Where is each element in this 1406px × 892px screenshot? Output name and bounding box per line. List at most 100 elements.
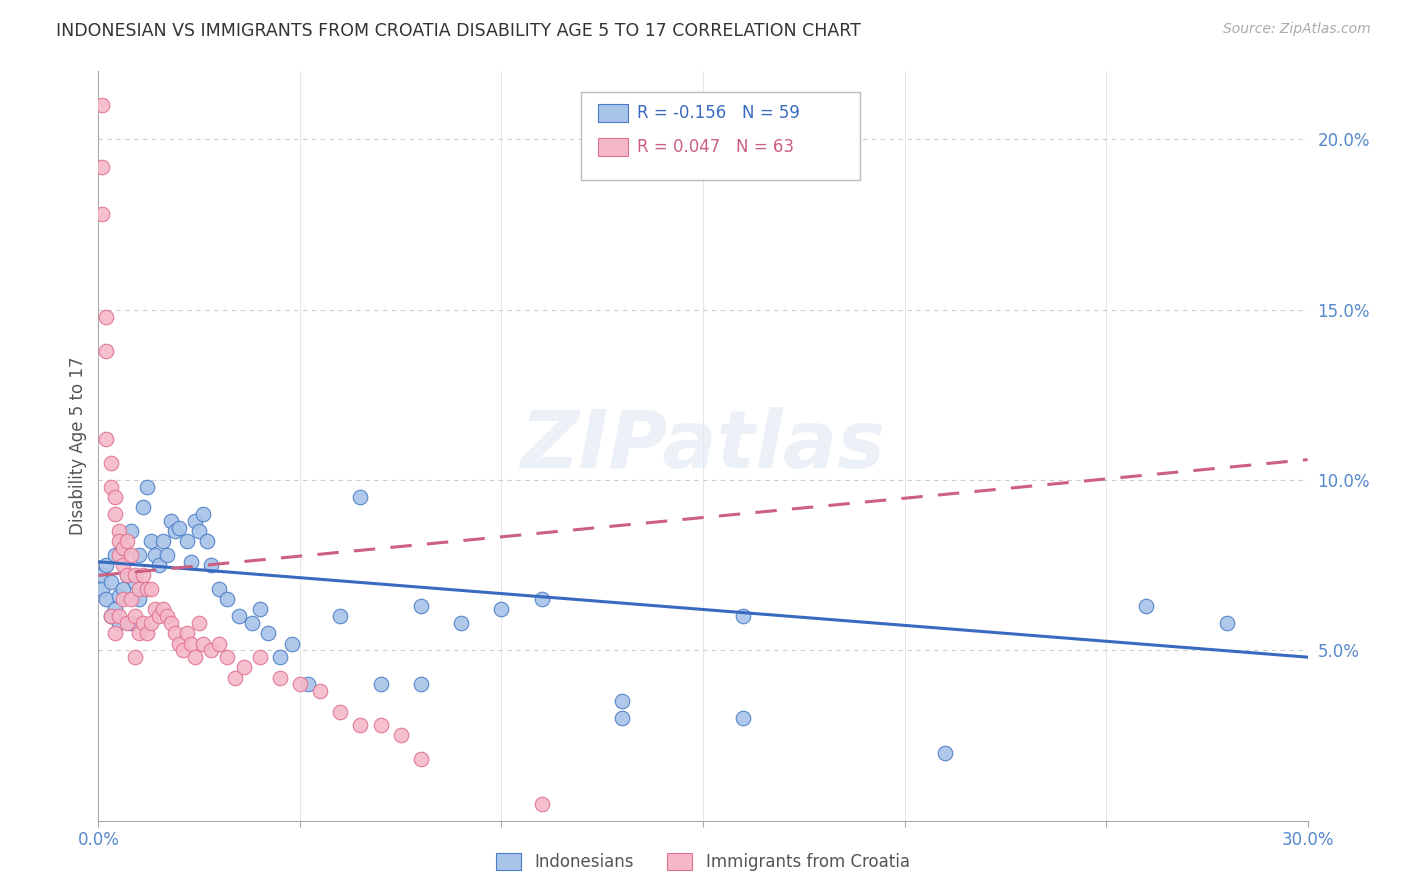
Point: [107, 616, 129, 631]
Point: [115, 568, 138, 582]
Point: [103, 602, 125, 616]
Text: INDONESIAN VS IMMIGRANTS FROM CROATIA DISABILITY AGE 5 TO 17 CORRELATION CHART: INDONESIAN VS IMMIGRANTS FROM CROATIA DI…: [56, 22, 860, 40]
Point: [329, 705, 352, 719]
Point: [281, 636, 304, 650]
Point: [1216, 616, 1239, 631]
Point: [107, 609, 129, 624]
Point: [124, 609, 146, 624]
Point: [111, 541, 134, 556]
Point: [139, 534, 162, 549]
Legend: Indonesians, Immigrants from Croatia: Indonesians, Immigrants from Croatia: [488, 845, 918, 880]
Point: [200, 643, 222, 657]
Point: [172, 643, 194, 657]
Point: [120, 524, 142, 538]
Point: [160, 616, 183, 631]
Point: [100, 575, 122, 590]
Point: [91, 98, 114, 112]
Point: [269, 650, 291, 665]
Point: [111, 592, 134, 607]
Point: [1135, 599, 1157, 613]
Point: [107, 589, 129, 603]
Point: [91, 207, 114, 221]
Point: [124, 650, 146, 665]
Point: [612, 711, 634, 725]
Point: [120, 548, 142, 562]
Point: [103, 626, 125, 640]
Point: [103, 490, 125, 504]
Point: [180, 636, 202, 650]
Point: [111, 582, 134, 596]
Point: [288, 677, 311, 691]
Point: [217, 592, 239, 607]
Point: [217, 650, 239, 665]
Point: [409, 677, 432, 691]
Point: [103, 507, 125, 521]
Point: [148, 609, 170, 624]
Point: [91, 582, 114, 596]
Point: [100, 480, 122, 494]
Point: [530, 797, 553, 811]
Point: [491, 602, 513, 616]
Point: [115, 534, 138, 549]
Point: [176, 534, 198, 549]
Point: [96, 592, 118, 607]
Point: [256, 626, 278, 640]
Point: [124, 575, 146, 590]
Point: [156, 548, 179, 562]
Point: [115, 568, 138, 582]
Point: [228, 609, 250, 624]
Point: [132, 568, 155, 582]
Point: [128, 548, 150, 562]
Point: [96, 310, 118, 324]
Point: [120, 616, 142, 631]
Point: [132, 616, 155, 631]
Point: [163, 524, 186, 538]
Point: [135, 626, 157, 640]
Text: R = 0.047   N = 63: R = 0.047 N = 63: [637, 138, 794, 156]
Point: [139, 582, 162, 596]
Point: [733, 711, 755, 725]
Point: [124, 568, 146, 582]
Point: [184, 514, 207, 528]
Point: [530, 592, 553, 607]
Point: [329, 609, 352, 624]
Point: [208, 582, 231, 596]
Point: [143, 602, 166, 616]
Point: [128, 592, 150, 607]
Point: [180, 555, 202, 569]
Point: [269, 671, 291, 685]
Point: [135, 480, 157, 494]
Text: ZIPatlas: ZIPatlas: [520, 407, 886, 485]
Point: [224, 671, 246, 685]
Text: Source: ZipAtlas.com: Source: ZipAtlas.com: [1223, 22, 1371, 37]
Point: [176, 626, 198, 640]
Point: [160, 514, 183, 528]
Point: [349, 490, 371, 504]
Point: [103, 548, 125, 562]
Point: [208, 636, 231, 650]
Point: [152, 534, 174, 549]
Point: [370, 718, 392, 732]
Point: [143, 548, 166, 562]
Point: [96, 343, 118, 358]
Point: [139, 616, 162, 631]
Point: [132, 500, 155, 515]
Point: [309, 684, 332, 698]
Point: [163, 626, 186, 640]
Point: [107, 534, 129, 549]
Point: [240, 616, 263, 631]
Point: [297, 677, 319, 691]
Point: [249, 602, 271, 616]
Point: [115, 616, 138, 631]
Point: [107, 548, 129, 562]
Point: [91, 568, 114, 582]
Point: [148, 558, 170, 573]
Point: [152, 602, 174, 616]
Point: [193, 636, 215, 650]
Point: [167, 521, 190, 535]
Point: [232, 660, 254, 674]
Point: [184, 650, 207, 665]
Point: [100, 609, 122, 624]
Point: [120, 592, 142, 607]
Text: R = -0.156   N = 59: R = -0.156 N = 59: [637, 104, 800, 122]
